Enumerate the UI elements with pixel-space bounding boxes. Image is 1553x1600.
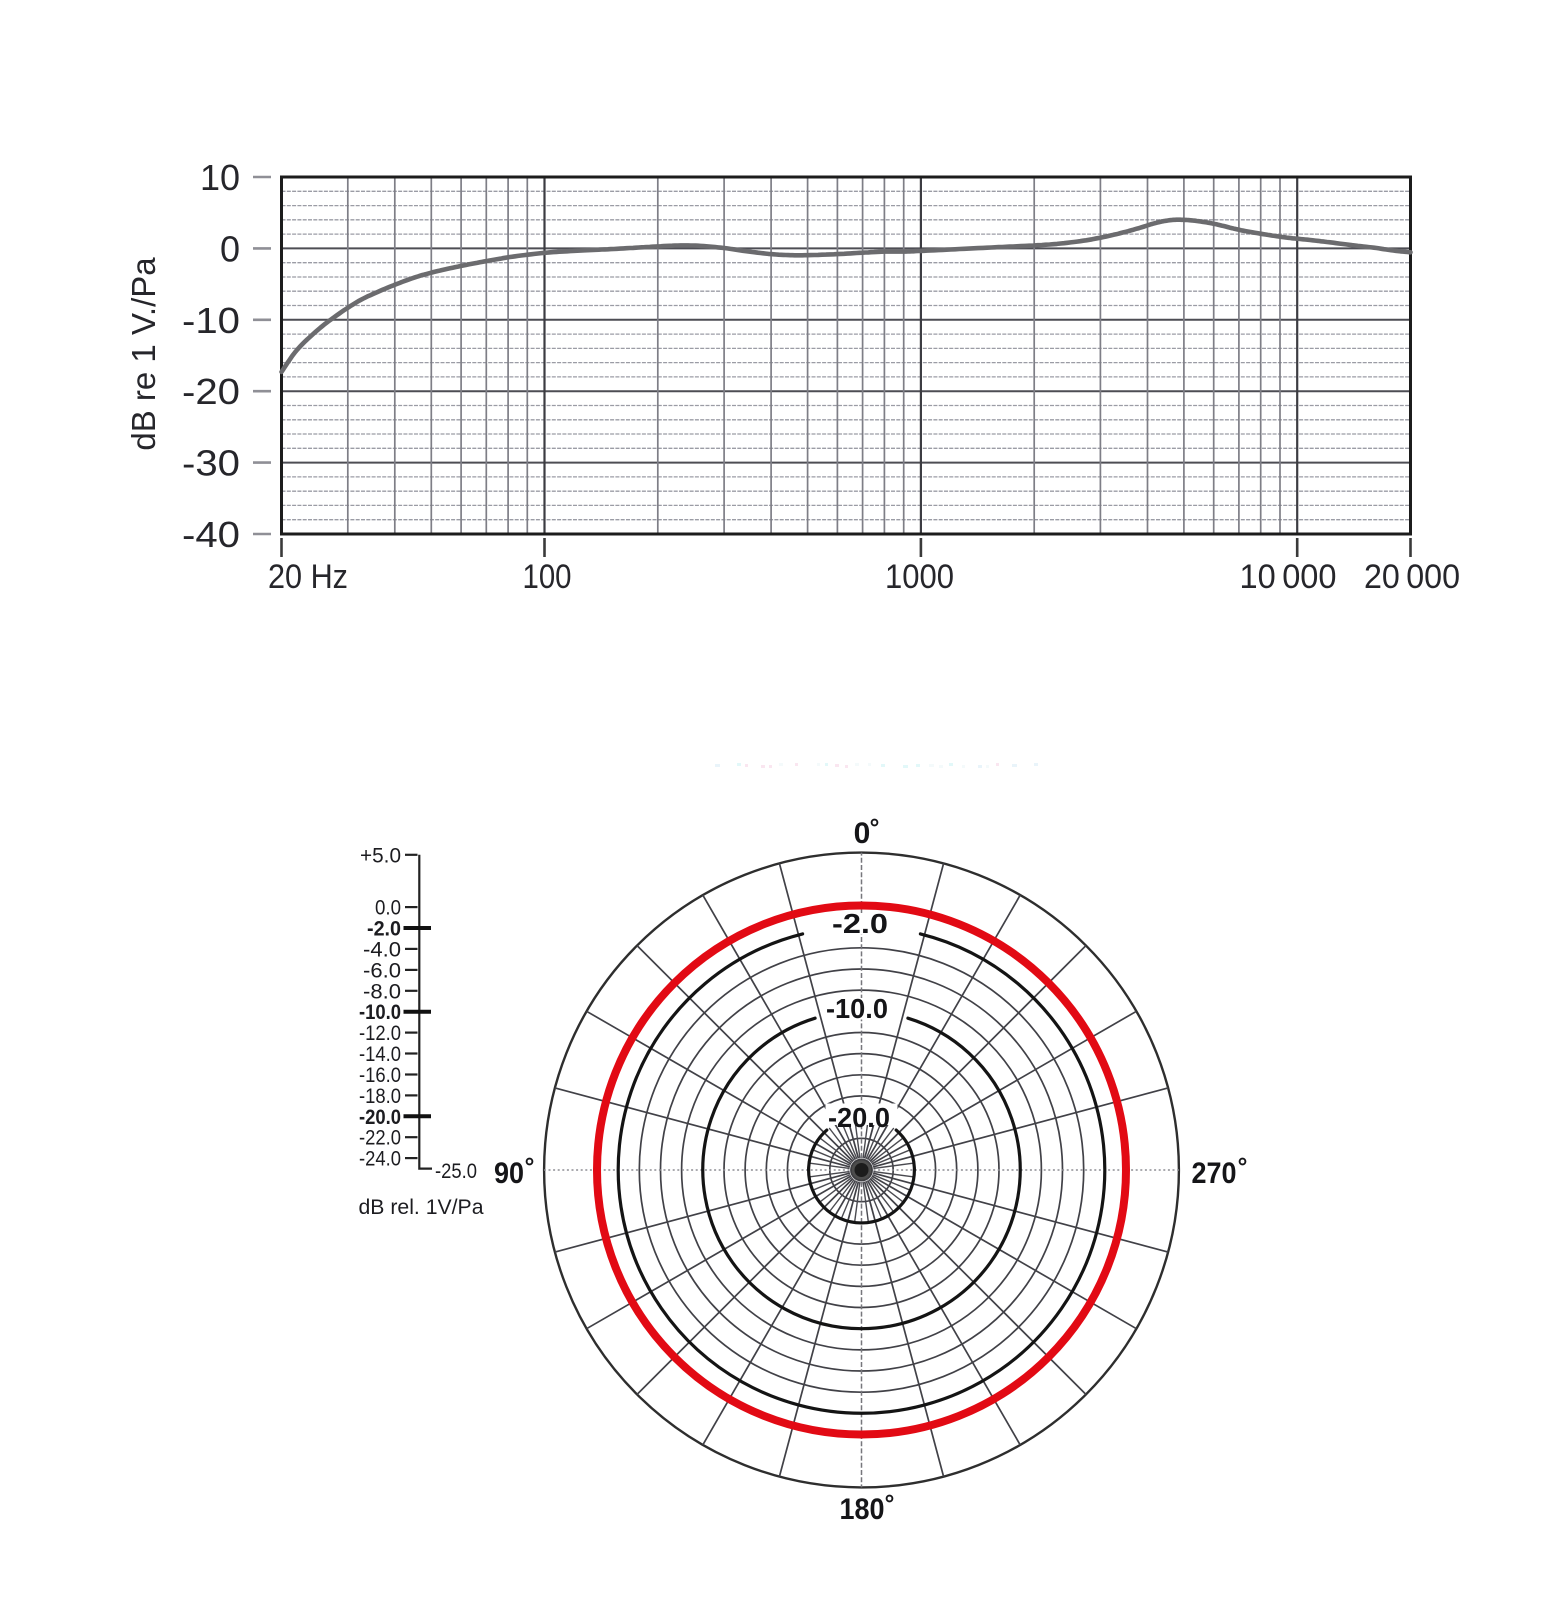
svg-text:-24.0: -24.0	[359, 1148, 401, 1171]
svg-text:90: 90	[494, 1157, 524, 1190]
svg-text:-10.0: -10.0	[359, 1001, 401, 1024]
svg-text:+5.0: +5.0	[360, 844, 401, 867]
svg-text:0: 0	[220, 228, 240, 269]
svg-text:-20: -20	[182, 371, 240, 412]
svg-text:20 000: 20 000	[1364, 558, 1460, 596]
svg-text:-18.0: -18.0	[359, 1085, 401, 1108]
svg-text:-20.0: -20.0	[828, 1102, 890, 1133]
svg-text:-25.0: -25.0	[435, 1160, 477, 1183]
svg-text:0: 0	[854, 817, 871, 850]
svg-text:1000: 1000	[885, 558, 954, 596]
svg-text:-30: -30	[182, 443, 240, 484]
svg-text:10: 10	[200, 157, 240, 198]
svg-text:-10.0: -10.0	[826, 993, 888, 1024]
svg-text:-4.0: -4.0	[363, 938, 401, 961]
svg-text:-14.0: -14.0	[359, 1043, 401, 1066]
svg-text:-2.0: -2.0	[367, 918, 401, 941]
svg-text:270: 270	[1192, 1157, 1237, 1190]
svg-text:-22.0: -22.0	[359, 1127, 401, 1150]
svg-text:-6.0: -6.0	[363, 959, 401, 982]
svg-text:dB re 1 V./Pa: dB re 1 V./Pa	[125, 257, 162, 451]
svg-text:100: 100	[523, 558, 572, 596]
svg-text:dB rel. 1V/Pa: dB rel. 1V/Pa	[359, 1195, 484, 1219]
svg-text:-10: -10	[182, 300, 240, 341]
svg-text:180: 180	[840, 1493, 885, 1526]
svg-text:-8.0: -8.0	[363, 980, 401, 1003]
svg-text:-20.0: -20.0	[359, 1106, 401, 1129]
svg-text:-40: -40	[182, 514, 240, 555]
svg-text:-12.0: -12.0	[359, 1022, 401, 1045]
svg-text:10 000: 10 000	[1240, 558, 1337, 596]
svg-text:0.0: 0.0	[375, 897, 401, 920]
svg-text:-16.0: -16.0	[359, 1064, 401, 1087]
svg-text:-2.0: -2.0	[832, 908, 888, 939]
svg-text:20 Hz: 20 Hz	[268, 558, 348, 596]
